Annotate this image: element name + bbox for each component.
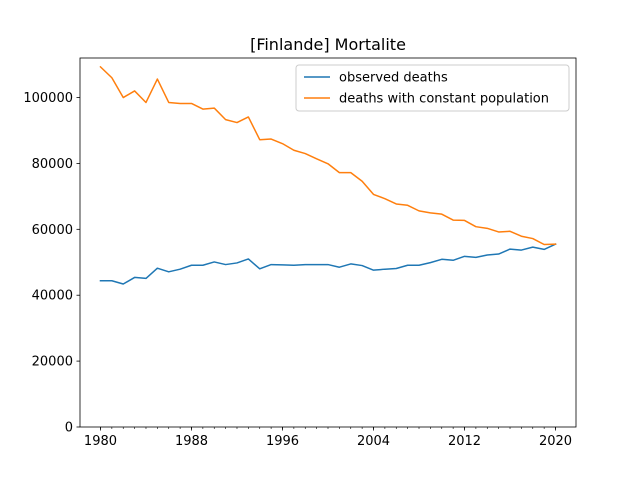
x-tick-label: 1980 [84, 434, 117, 449]
legend-label: deaths with constant population [339, 92, 549, 107]
series-line-observed-deaths [99, 243, 557, 285]
plot-area: 1980 1988 1996 2004 2012 2020 0 20000 40000 60000… [23, 57, 577, 449]
x-tick-label: 1988 [175, 434, 208, 449]
y-tick-label: 80000 [32, 157, 73, 172]
x-tick-label: 1996 [266, 434, 299, 449]
y-tick-label: 40000 [32, 289, 73, 304]
x-tick-label: 2020 [539, 434, 572, 449]
legend-box [295, 64, 570, 112]
x-tick-label: 2004 [357, 434, 390, 449]
legend: observed deaths deaths with constant popu… [295, 64, 570, 112]
x-tick-label: 2012 [448, 434, 481, 449]
y-tick-label: 60000 [32, 223, 73, 238]
chart-title: [Finlande] Mortalite [250, 35, 406, 54]
series-line-constant-population [99, 65, 557, 246]
legend-label: observed deaths [339, 71, 448, 86]
y-tick-label: 100000 [23, 91, 73, 106]
y-tick-label: 0 [65, 421, 73, 436]
y-tick-label: 20000 [32, 355, 73, 370]
